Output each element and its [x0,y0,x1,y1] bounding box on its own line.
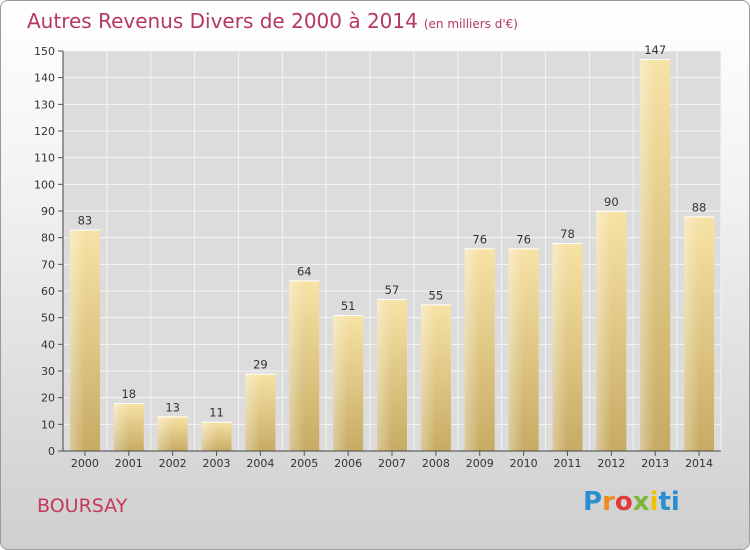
bar-highlight [552,243,568,451]
data-label: 83 [78,214,93,228]
bar-highlight [596,211,612,451]
logo-letter: i [649,487,659,517]
y-tick-label: 50 [41,312,55,325]
x-tick-label: 2000 [71,457,99,470]
y-tick-label: 30 [41,365,55,378]
data-label: 76 [516,232,531,246]
chart-title: Autres Revenus Divers de 2000 à 2014 (en … [27,9,518,33]
x-tick-label: 2005 [290,457,318,470]
logo-letter: ti [658,487,680,517]
y-tick-label: 120 [34,125,55,138]
x-tick-label: 2009 [466,457,494,470]
logo-letter: o [614,487,633,517]
data-label: 13 [165,400,180,414]
bar-highlight [377,299,392,451]
bar-highlight [464,248,480,451]
y-tick-label: 10 [41,418,55,431]
data-label: 57 [385,283,400,297]
chart-title-main: Autres Revenus Divers de 2000 à 2014 [27,9,418,33]
bar-highlight [69,229,85,451]
x-tick-label: 2010 [510,457,538,470]
logo-letter: r [602,487,615,517]
data-label: 11 [209,406,224,420]
bar-highlight [113,403,129,451]
bar-highlight [508,248,524,451]
x-tick-label: 2011 [553,457,581,470]
bar-highlight [684,216,700,451]
bar-highlight [420,304,436,451]
y-tick-label: 0 [48,445,55,458]
y-tick-label: 80 [41,232,55,245]
data-label: 76 [472,232,487,246]
logo-letter: x [632,487,650,517]
y-tick-label: 150 [34,45,55,58]
bar-highlight [245,373,261,451]
x-tick-label: 2003 [203,457,231,470]
x-tick-label: 2002 [159,457,187,470]
x-tick-label: 2007 [378,457,406,470]
proxiti-logo: Proxiti [583,487,680,517]
data-label: 88 [692,200,707,214]
bar-highlight [289,280,305,451]
logo-letter: P [583,487,603,517]
x-tick-label: 2013 [641,457,669,470]
data-label: 147 [644,43,666,57]
data-label: 90 [604,195,619,209]
data-label: 78 [560,227,575,241]
x-tick-label: 2006 [334,457,362,470]
y-tick-label: 20 [41,392,55,405]
y-tick-label: 40 [41,338,55,351]
y-tick-label: 60 [41,285,55,298]
data-label: 55 [429,288,444,302]
y-tick-label: 90 [41,205,55,218]
data-label: 64 [297,264,312,278]
bar-highlight [640,59,656,451]
chart-subtitle: (en milliers d'€) [423,17,518,31]
x-tick-label: 2008 [422,457,450,470]
y-tick-label: 130 [34,98,55,111]
data-label: 51 [341,299,356,313]
x-tick-label: 2004 [246,457,274,470]
data-label: 18 [121,387,136,401]
y-tick-label: 110 [34,152,55,165]
y-tick-label: 140 [34,72,55,85]
commune-name: BOURSAY [37,495,128,517]
bar-highlight [333,315,349,451]
x-tick-label: 2012 [597,457,625,470]
bar-highlight [157,416,173,451]
data-label: 29 [253,358,268,372]
x-tick-label: 2014 [685,457,713,470]
y-tick-label: 70 [41,258,55,271]
x-tick-label: 2001 [115,457,143,470]
y-tick-label: 100 [34,178,55,191]
bar-highlight [201,421,217,451]
